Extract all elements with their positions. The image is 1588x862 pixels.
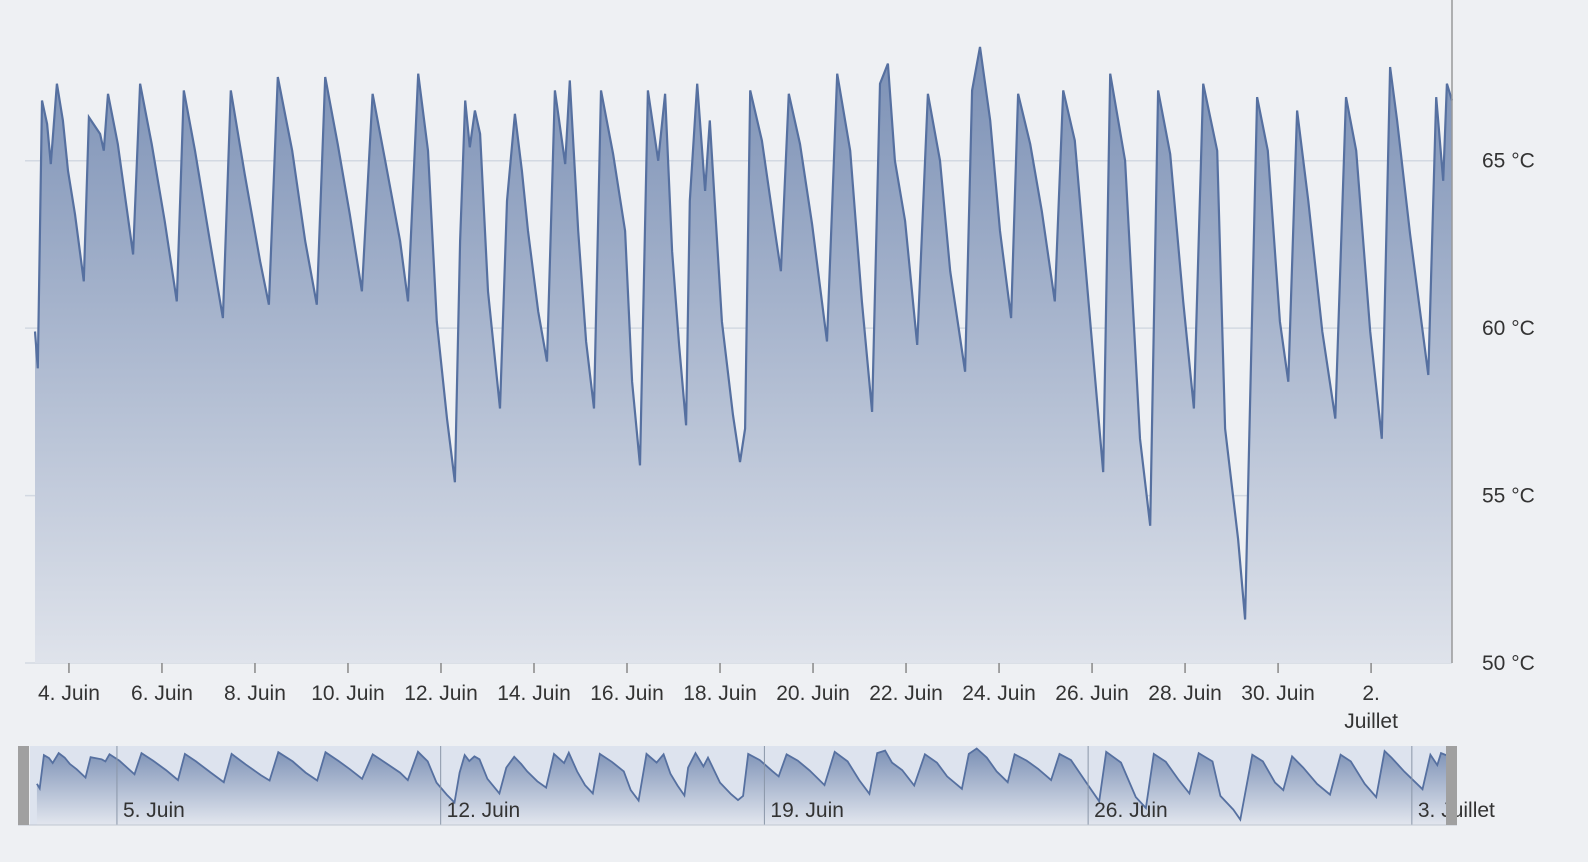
navigator-tick-label: 5. Juin xyxy=(123,799,185,822)
line xyxy=(33,46,1454,620)
navigator-area xyxy=(36,748,1447,825)
navigator-tick-label: 26. Juin xyxy=(1094,799,1168,822)
x-tick-label: 16. Juin xyxy=(590,682,664,705)
x-tick-label: 14. Juin xyxy=(497,682,571,705)
x-tick-label: 8. Juin xyxy=(224,682,286,705)
navigator-handle-left xyxy=(18,746,29,825)
x-tick-label: 12. Juin xyxy=(404,682,478,705)
x-tick-label: 26. Juin xyxy=(1055,682,1129,705)
x-tick-label: 30. Juin xyxy=(1241,682,1315,705)
x-tick-label: 4. Juin xyxy=(38,682,100,705)
x-tick-label: 18. Juin xyxy=(683,682,757,705)
x-tick-label: 22. Juin xyxy=(869,682,943,705)
y-tick-label: 60 °C xyxy=(1482,317,1535,340)
navigator-tick-label: 19. Juin xyxy=(770,799,844,822)
navigator-handle-right xyxy=(1446,746,1457,825)
navigator-tick-label: 12. Juin xyxy=(447,799,521,822)
y-tick-label: 50 °C xyxy=(1482,652,1535,675)
area xyxy=(35,46,1452,663)
x-tick-label: 28. Juin xyxy=(1148,682,1222,705)
x-tick-label: 24. Juin xyxy=(962,682,1036,705)
x-tick-label: 10. Juin xyxy=(311,682,385,705)
navigator-line xyxy=(36,747,1447,822)
y-tick-label: 65 °C xyxy=(1482,150,1535,173)
y-tick-label: 55 °C xyxy=(1482,485,1535,508)
x-tick-label: 6. Juin xyxy=(131,682,193,705)
x-tick-label: 20. Juin xyxy=(776,682,850,705)
x-tick-label: 2. Juillet xyxy=(1344,682,1398,733)
